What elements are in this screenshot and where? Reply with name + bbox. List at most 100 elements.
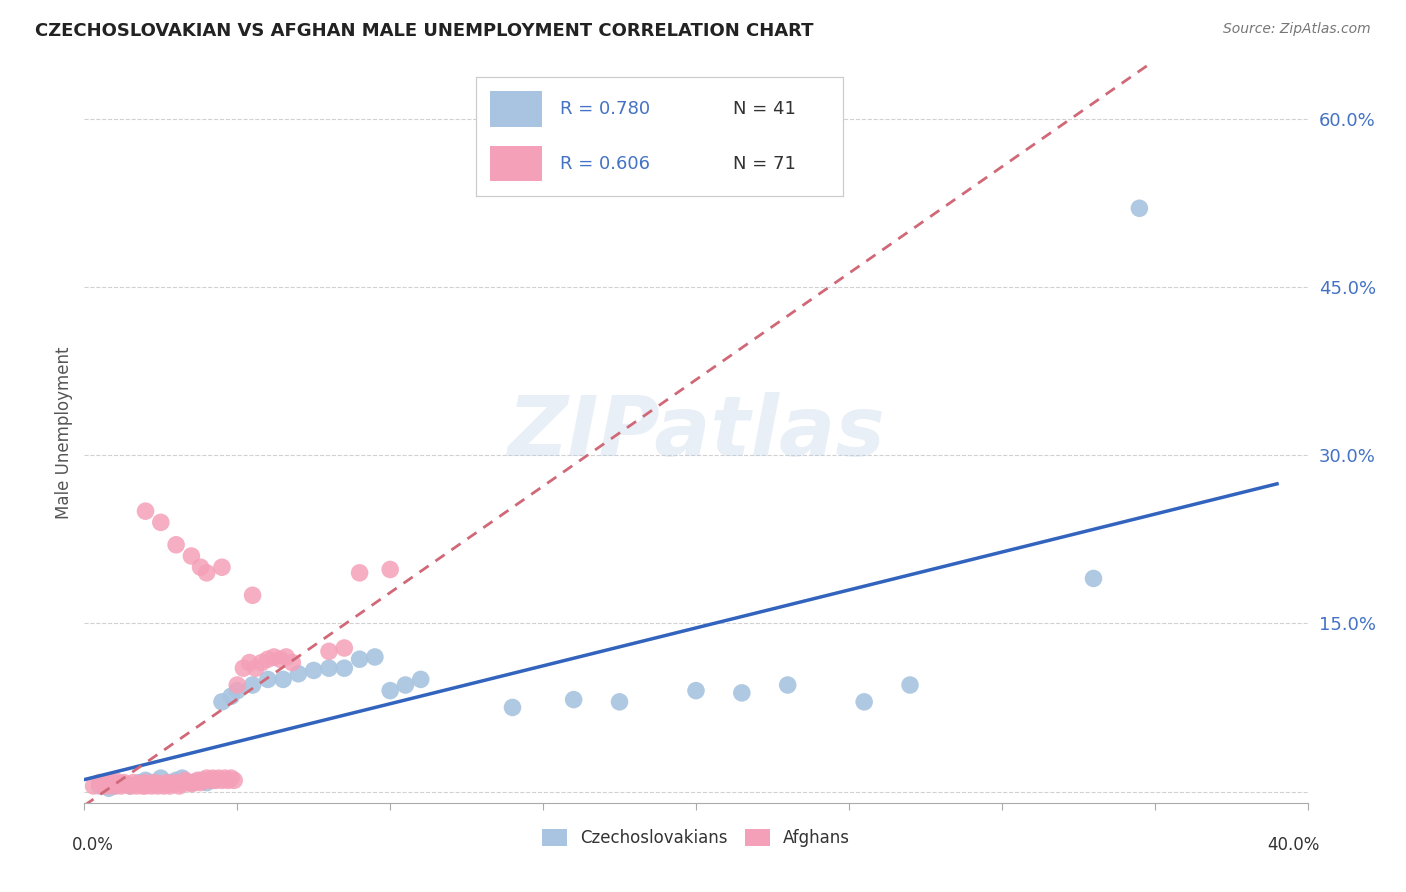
Point (146, 779, 169, 793)
Point (141, 775, 163, 789)
Point (156, 775, 179, 789)
Point (135, 504, 157, 518)
Point (269, 652, 291, 666)
Point (364, 650, 387, 665)
Point (224, 773, 246, 788)
Point (271, 673, 294, 687)
Point (190, 560, 212, 574)
Point (174, 773, 197, 788)
Point (333, 640, 356, 655)
Point (562, 692, 585, 706)
Point (380, 562, 402, 576)
Point (201, 773, 224, 788)
Y-axis label: Male Unemployment: Male Unemployment (55, 346, 73, 519)
Point (409, 673, 432, 687)
Point (195, 775, 218, 789)
Point (172, 777, 194, 791)
Point (165, 775, 187, 789)
Point (159, 775, 181, 789)
Point (198, 773, 221, 788)
Point (120, 779, 142, 793)
Point (177, 775, 200, 789)
Point (104, 779, 127, 793)
Point (380, 683, 402, 698)
Point (211, 560, 233, 574)
Legend: Czechoslovakians, Afghans: Czechoslovakians, Afghans (536, 822, 856, 854)
Point (281, 656, 304, 670)
Point (135, 775, 157, 789)
Point (180, 775, 202, 789)
Point (91, 779, 114, 793)
Point (731, 686, 754, 700)
Point (149, 777, 172, 791)
Point (242, 678, 264, 692)
Point (141, 779, 163, 793)
Point (180, 549, 202, 563)
Point (257, 652, 280, 666)
Point (349, 652, 371, 666)
Point (287, 666, 309, 681)
Point (276, 650, 298, 665)
Point (125, 779, 148, 793)
Point (211, 773, 233, 788)
Point (159, 779, 181, 793)
Point (107, 777, 129, 791)
Point (349, 566, 371, 580)
Point (245, 661, 267, 675)
Point (110, 779, 132, 793)
Point (609, 695, 631, 709)
Point (97, 779, 120, 793)
Point (195, 771, 218, 785)
Point (1128, 201, 1150, 215)
Point (190, 773, 212, 788)
Point (211, 695, 233, 709)
Text: 40.0%: 40.0% (1267, 836, 1320, 855)
Point (135, 773, 157, 788)
Point (217, 773, 239, 788)
Text: 0.0%: 0.0% (72, 836, 114, 855)
Point (135, 779, 157, 793)
Point (776, 678, 799, 692)
Point (219, 771, 242, 785)
Text: ZIPatlas: ZIPatlas (508, 392, 884, 473)
Point (318, 644, 340, 658)
Point (94, 777, 117, 791)
Point (167, 779, 190, 793)
Point (238, 656, 260, 670)
Point (193, 773, 215, 788)
Point (104, 779, 127, 793)
Point (685, 683, 707, 698)
Point (112, 775, 135, 789)
Point (201, 771, 224, 785)
Point (263, 650, 285, 665)
Point (115, 778, 138, 792)
Point (128, 777, 150, 791)
Point (180, 777, 202, 791)
Point (205, 773, 228, 788)
Point (104, 773, 127, 788)
Text: Source: ZipAtlas.com: Source: ZipAtlas.com (1223, 22, 1371, 37)
Point (333, 661, 356, 675)
Point (302, 664, 325, 678)
Point (138, 777, 160, 791)
Point (190, 775, 212, 789)
Point (97, 781, 120, 796)
Text: CZECHOSLOVAKIAN VS AFGHAN MALE UNEMPLOYMENT CORRELATION CHART: CZECHOSLOVAKIAN VS AFGHAN MALE UNEMPLOYM… (35, 22, 814, 40)
Point (183, 775, 205, 789)
Point (122, 775, 145, 789)
Point (162, 777, 184, 791)
Point (898, 678, 921, 692)
Point (89, 775, 111, 789)
Point (186, 773, 208, 788)
Point (172, 771, 194, 785)
Point (195, 566, 218, 580)
Point (226, 678, 249, 692)
Point (128, 775, 150, 789)
Point (208, 771, 231, 785)
Point (853, 695, 876, 709)
Point (318, 661, 340, 675)
Point (214, 771, 236, 785)
Point (149, 516, 172, 530)
Point (232, 661, 254, 675)
Point (502, 700, 524, 714)
